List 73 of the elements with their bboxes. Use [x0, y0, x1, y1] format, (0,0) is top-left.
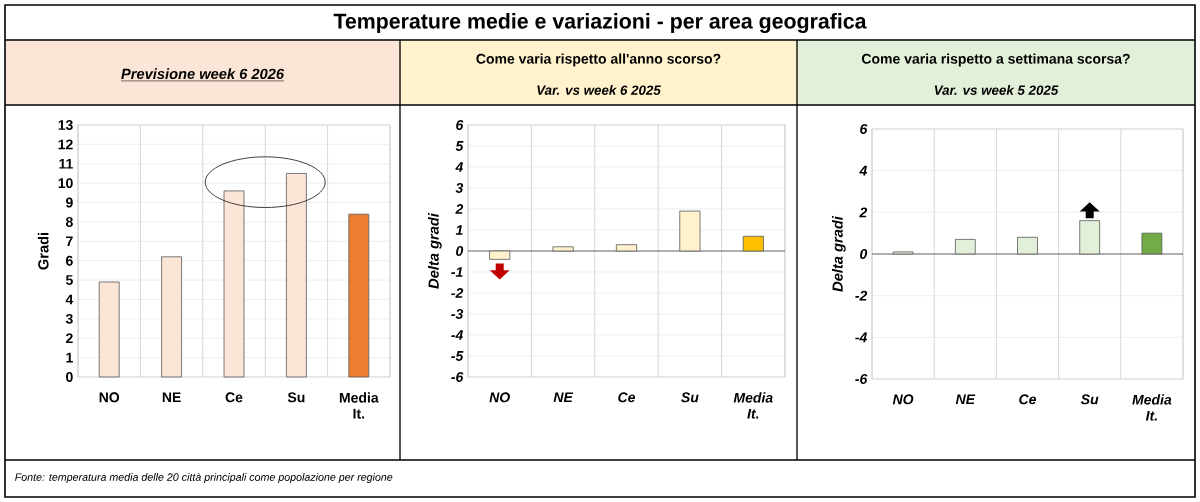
- chart-subtitle: Var. vs week 5 2025: [934, 85, 1059, 95]
- bar: [489, 250, 511, 260]
- chart-title: Previsione week 6 2026: [121, 68, 285, 80]
- x-tick-label: Su: [1080, 394, 1099, 405]
- y-axis-title: Gradi: [37, 232, 49, 270]
- y-tick-label: 5: [65, 275, 73, 285]
- bar: [954, 239, 976, 255]
- y-axis-title: Delta gradi: [832, 215, 846, 292]
- x-tick-label: NE: [553, 392, 574, 402]
- bar: [348, 213, 370, 378]
- bar: [615, 244, 638, 252]
- y-tick-label: 13: [58, 120, 73, 130]
- y-tick-label: 0: [456, 246, 464, 256]
- bar: [679, 210, 701, 252]
- bar: [161, 256, 182, 378]
- y-tick-label: 2: [65, 333, 73, 344]
- y-tick-label: -2: [451, 288, 464, 298]
- x-tick-label: NE: [162, 392, 181, 402]
- x-tick-label: Su: [287, 392, 305, 403]
- x-tick-label: NO: [892, 394, 914, 405]
- x-tick-label: Ce: [1019, 394, 1037, 405]
- y-tick-label: -4: [451, 330, 464, 340]
- bar: [742, 235, 764, 252]
- y-tick-label: 11: [59, 158, 73, 169]
- text: Temperature medie e variazioni - per area geografica: [333, 13, 867, 33]
- bar: [98, 281, 120, 378]
- y-tick-label: -2: [855, 290, 868, 301]
- y-tick-label: -4: [855, 332, 868, 343]
- y-tick-label: 7: [66, 236, 73, 247]
- bar: [892, 251, 914, 255]
- y-tick-label: -6: [855, 374, 868, 384]
- x-tick-label: NE: [955, 394, 976, 404]
- x-tick-label: Media It.: [1132, 394, 1172, 421]
- y-tick-label: 6: [860, 124, 868, 134]
- x-tick-label: NO: [99, 392, 120, 403]
- y-tick-label: 2: [859, 207, 868, 218]
- y-tick-label: 9: [65, 197, 73, 208]
- bar: [223, 190, 245, 378]
- x-tick-label: Ce: [618, 392, 636, 403]
- y-tick-label: 1: [455, 225, 463, 235]
- chart-subtitle: Var. vs week 6 2025: [537, 85, 661, 95]
- y-tick-label: -1: [451, 267, 463, 277]
- x-tick-label: NO: [489, 392, 510, 403]
- y-tick-label: -3: [451, 309, 464, 319]
- x-tick-label: Su: [681, 392, 699, 403]
- y-tick-label: -5: [451, 351, 464, 361]
- chart-title: Come varia rispetto all'anno scorso?: [476, 53, 721, 67]
- y-tick-label: -6: [451, 372, 464, 382]
- y-axis-title: Delta gradi: [428, 212, 442, 289]
- y-tick-label: 3: [65, 313, 73, 324]
- y-tick-label: 3: [455, 183, 464, 193]
- x-tick-label: Ce: [225, 392, 243, 403]
- x-tick-label: Media It.: [733, 392, 773, 419]
- y-tick-label: 6: [456, 120, 464, 130]
- y-tick-label: 1: [66, 352, 73, 363]
- y-tick-label: 6: [66, 255, 73, 266]
- y-tick-label: 8: [65, 216, 73, 227]
- x-tick-label: Media It.: [339, 392, 379, 419]
- y-tick-label: 0: [66, 372, 73, 382]
- y-tick-label: 10: [58, 178, 73, 189]
- bar: [1141, 232, 1163, 255]
- y-tick-label: 4: [65, 294, 74, 305]
- y-tick-label: 12: [58, 139, 73, 150]
- bar: [286, 173, 307, 378]
- chart-title: Come varia rispetto a settimana scorsa?: [861, 53, 1130, 67]
- source-note: Fonte: temperatura media delle 20 città principali come popolazione per regione: [15, 472, 393, 484]
- y-tick-label: 2: [455, 204, 464, 214]
- bar: [1017, 236, 1038, 255]
- bar: [552, 246, 574, 252]
- y-tick-label: 4: [455, 162, 464, 172]
- y-tick-label: 4: [859, 165, 868, 176]
- y-tick-label: 5: [455, 141, 464, 151]
- y-tick-label: 0: [860, 249, 868, 259]
